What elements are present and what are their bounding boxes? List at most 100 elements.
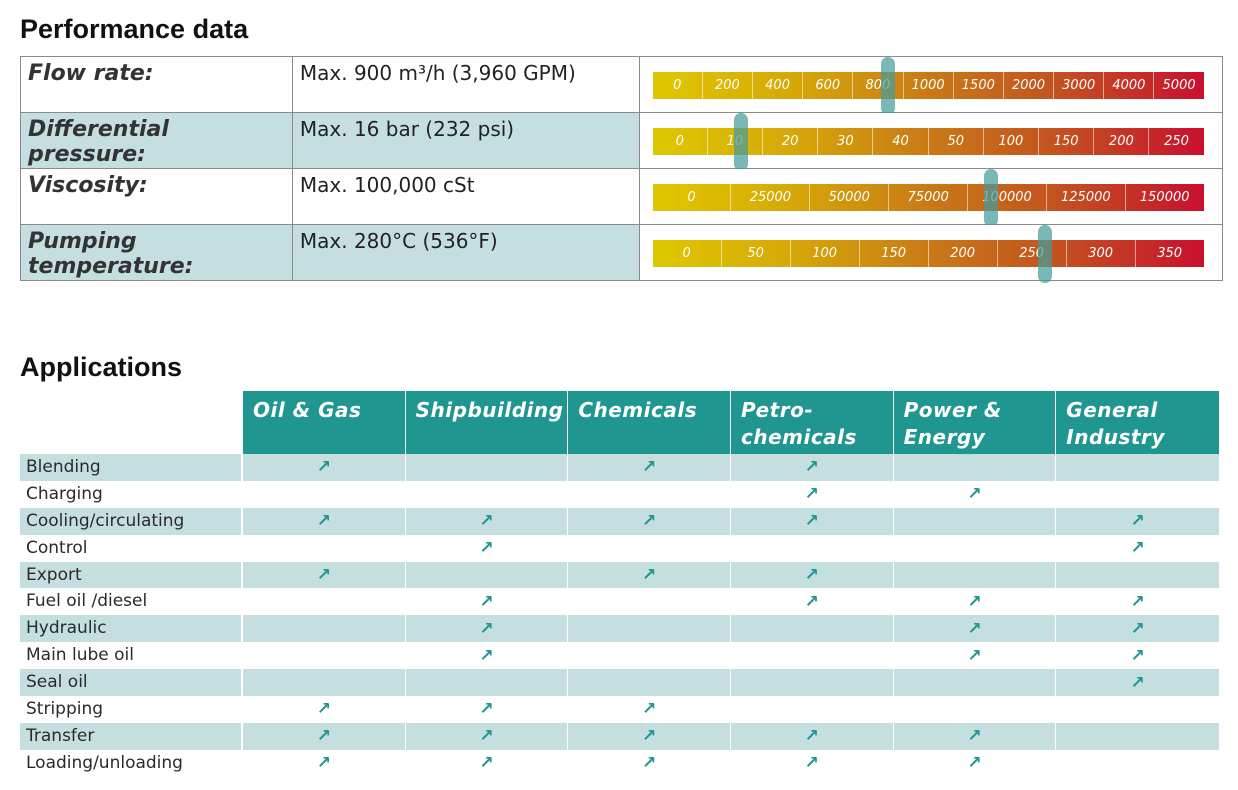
applications-cell: [731, 642, 894, 670]
performance-row: Pumping temperature: Max. 280°C (536°F) 0 5…: [20, 224, 1224, 283]
performance-scale-cell: 0 200 400 600 800 1000 1500 2000 3000 4000 5000: [638, 56, 1224, 115]
applications-cell: [243, 588, 406, 616]
arrow-up-right-icon: ↗: [1130, 618, 1145, 639]
scale-tick-label: 4000: [1104, 72, 1155, 99]
applications-cell: [568, 480, 731, 508]
applications-row: Seal oil ↗: [20, 669, 1219, 697]
applications-cell: ↗: [405, 615, 569, 643]
range-scale-bar: 0 25000 50000 75000 100000 125000 150000: [652, 184, 1204, 211]
applications-cell: ↗: [731, 480, 894, 508]
performance-value: Max. 16 bar (232 psi): [299, 117, 515, 141]
scale-tick-label: 75000: [889, 184, 969, 211]
applications-header: Oil & Gas Shipbuilding Chemicals Petro- che…: [243, 391, 1219, 454]
applications-cell: [894, 534, 1057, 562]
application-label: Export: [20, 561, 243, 589]
applications-cell: [893, 561, 1057, 589]
applications-cell: ↗: [1056, 669, 1219, 697]
applications-cell: ↗: [406, 749, 569, 777]
range-marker: [1038, 225, 1053, 283]
scale-tick-label: 0: [653, 72, 703, 99]
applications-cell: ↗: [243, 507, 406, 535]
applications-cell: ↗: [243, 749, 406, 777]
applications-cell: [568, 534, 731, 562]
arrow-up-right-icon: ↗: [479, 591, 494, 612]
range-marker: [881, 57, 896, 115]
applications-cell: [1056, 454, 1219, 481]
applications-column-header: Petro- chemicals: [730, 391, 894, 454]
applications-cell: ↗: [894, 642, 1057, 670]
range-scale-bar: 0 200 400 600 800 1000 1500 2000 3000 4000 5000: [652, 72, 1204, 99]
scale-tick-label: 150: [1039, 128, 1095, 155]
applications-cell: ↗: [894, 480, 1057, 508]
performance-scale-cell: 0 50 100 150 200 250 300 350: [638, 224, 1224, 283]
applications-cell: ↗: [568, 696, 731, 723]
performance-value: Max. 900 m³/h (3,960 GPM): [299, 61, 576, 85]
application-label: Control: [20, 534, 243, 562]
arrow-up-right-icon: ↗: [479, 645, 494, 666]
arrow-up-right-icon: ↗: [642, 565, 657, 585]
applications-cell: ↗: [893, 615, 1057, 643]
applications-cell: ↗: [894, 588, 1057, 616]
performance-row: Differential pressure: Max. 16 bar (232 p…: [20, 112, 1224, 171]
performance-label: Pumping temperature:: [28, 229, 194, 279]
arrow-up-right-icon: ↗: [804, 457, 819, 478]
applications-cell: ↗: [568, 722, 731, 750]
performance-table: Flow rate: Max. 900 m³/h (3,960 GPM) 0 200 4…: [20, 56, 1224, 283]
scale-tick-label: 250: [998, 240, 1067, 267]
scale-tick-label: 1000: [904, 72, 954, 99]
applications-cell: ↗: [894, 749, 1057, 777]
performance-label: Flow rate:: [28, 61, 154, 86]
scale-tick-label: 800: [853, 72, 904, 99]
applications-cell: [731, 696, 894, 723]
applications-cell: ↗: [1056, 507, 1219, 535]
applications-row: Main lube oil ↗ ↗ ↗: [20, 642, 1219, 670]
applications-row: Blending ↗ ↗ ↗: [20, 454, 1219, 481]
arrow-up-right-icon: ↗: [316, 753, 331, 774]
applications-cell: [243, 669, 406, 697]
scale-tick-label: 20: [763, 128, 819, 155]
arrow-up-right-icon: ↗: [1130, 591, 1145, 612]
scale-tick-label: 0: [653, 128, 708, 155]
applications-row: Charging ↗ ↗: [20, 480, 1219, 508]
scale-tick-label: 1500: [954, 72, 1004, 99]
scale-tick-label: 200: [929, 240, 998, 267]
range-marker: [733, 113, 748, 171]
arrow-up-right-icon: ↗: [804, 753, 819, 774]
scale-tick-label: 2000: [1004, 72, 1055, 99]
applications-cell: [1056, 696, 1219, 723]
applications-cell: [568, 588, 731, 616]
applications-cell: ↗: [405, 507, 569, 535]
arrow-up-right-icon: ↗: [804, 726, 819, 747]
application-label: Seal oil: [20, 669, 243, 697]
applications-cell: ↗: [1056, 615, 1219, 643]
arrow-up-right-icon: ↗: [642, 753, 657, 774]
applications-cell: [568, 642, 731, 670]
applications-cell: ↗: [406, 534, 569, 562]
range-marker: [984, 169, 999, 227]
scale-tick-label: 50000: [810, 184, 890, 211]
arrow-up-right-icon: ↗: [967, 726, 982, 747]
arrow-up-right-icon: ↗: [479, 618, 494, 639]
applications-cell: [893, 507, 1057, 535]
performance-label-cell: Pumping temperature:: [20, 224, 293, 281]
performance-scale-cell: 01020304050100150200250: [638, 112, 1224, 171]
performance-value-cell: Max. 16 bar (232 psi): [291, 112, 640, 169]
arrow-up-right-icon: ↗: [1130, 538, 1145, 559]
scale-tick-label: 40: [873, 128, 929, 155]
applications-cell: ↗: [406, 588, 569, 616]
applications-cell: ↗: [243, 454, 406, 481]
arrow-up-right-icon: ↗: [642, 699, 657, 720]
scale-tick-label: 3000: [1054, 72, 1105, 99]
applications-cell: ↗: [243, 722, 406, 750]
applications-cell: ↗: [730, 454, 894, 481]
application-label: Main lube oil: [20, 642, 243, 670]
applications-cell: ↗: [568, 454, 731, 481]
applications-cell: ↗: [406, 696, 569, 723]
arrow-up-right-icon: ↗: [479, 699, 494, 720]
applications-column-header: General Industry: [1056, 391, 1219, 454]
scale-tick-label: 50: [929, 128, 984, 155]
applications-cell: [243, 534, 406, 562]
applications-cell: ↗: [1056, 588, 1219, 615]
arrow-up-right-icon: ↗: [967, 618, 982, 639]
arrow-up-right-icon: ↗: [642, 726, 657, 747]
